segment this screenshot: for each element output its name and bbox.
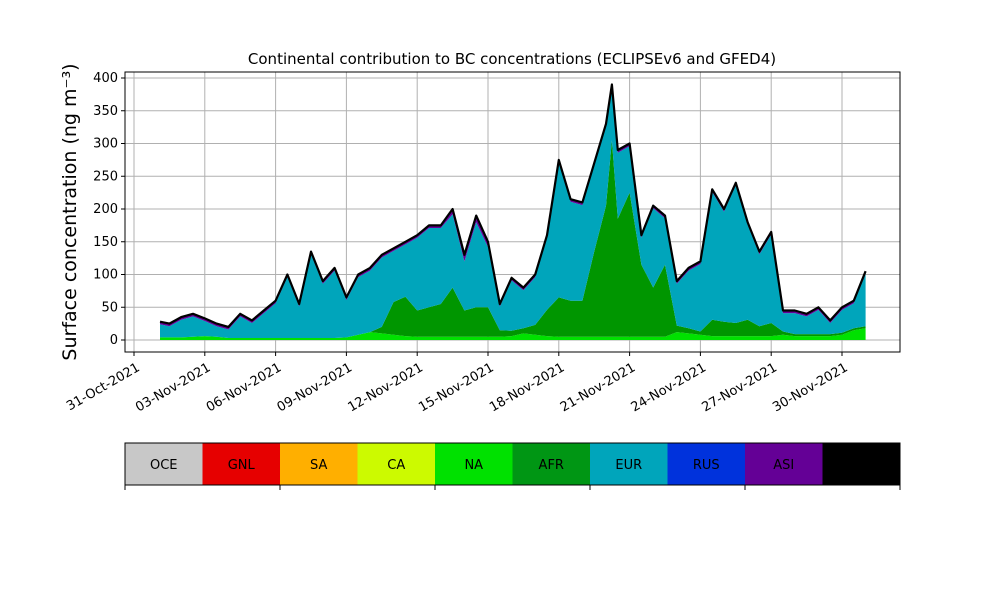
x-tick-label: 27-Nov-2021 [699,360,779,415]
area-na [160,328,866,340]
colorbar-swatch-rus [667,443,746,485]
y-tick-label: 0 [110,333,118,348]
colorbar-swatch-gnl [202,443,281,485]
colorbar-swatch-afr [512,443,591,485]
x-tick-label: 15-Nov-2021 [416,360,496,415]
y-tick-label: 200 [93,202,118,217]
colorbar-label: SA [310,458,327,473]
colorbar-swatch-sa [280,443,358,485]
colorbar-swatch-oce [125,443,203,485]
colorbar-label: OCE [150,458,178,473]
x-tick-label: 18-Nov-2021 [487,360,567,415]
colorbar-frame [124,442,901,486]
y-axis-label: Surface concentration (ng m⁻³) [59,63,81,360]
colorbar-label: AUS [848,458,875,473]
colorbar-label: EUR [615,458,642,473]
y-tick-label: 400 [93,71,118,86]
colorbar-swatch-aus [822,443,901,485]
colorbar-label: ASI [773,458,794,473]
x-tick-label: 03-Nov-2021 [133,360,213,415]
colorbar-label: RUS [693,458,720,473]
y-tick-label: 50 [101,300,118,315]
x-tick-label: 31-Oct-2021 [64,360,142,414]
chart-title: Continental contribution to BC concentra… [248,50,776,68]
x-tick-label: 12-Nov-2021 [345,360,425,415]
x-tick-label: 09-Nov-2021 [275,360,355,415]
colorbar-label: NA [464,458,483,473]
x-tick-label: 24-Nov-2021 [629,360,709,415]
y-tick-label: 100 [93,268,118,283]
x-tick-label: 30-Nov-2021 [770,360,850,415]
colorbar-label: CA [387,458,405,473]
stacked-areas [159,83,867,340]
colorbar-legend: OCE GNL SA CA NA AFR EUR RUS ASI AUS [124,442,901,490]
colorbar-label: AFR [539,458,564,473]
y-tick-label: 300 [93,137,118,152]
y-tick-label: 350 [93,104,118,119]
colorbar-swatch-ca [357,443,436,485]
y-tick-label: 250 [93,169,118,184]
x-tick-label: 06-Nov-2021 [204,360,284,415]
area-eur [160,87,866,338]
total-outline-aus [159,83,867,328]
colorbar-swatch-asi [745,443,823,485]
colorbar-swatch-eur [590,443,668,485]
x-tick-label: 21-Nov-2021 [558,360,638,415]
colorbar-label: GNL [228,458,256,473]
plot-frame [124,71,901,353]
colorbar-swatch-na [435,443,513,485]
y-tick-label: 150 [93,235,118,250]
